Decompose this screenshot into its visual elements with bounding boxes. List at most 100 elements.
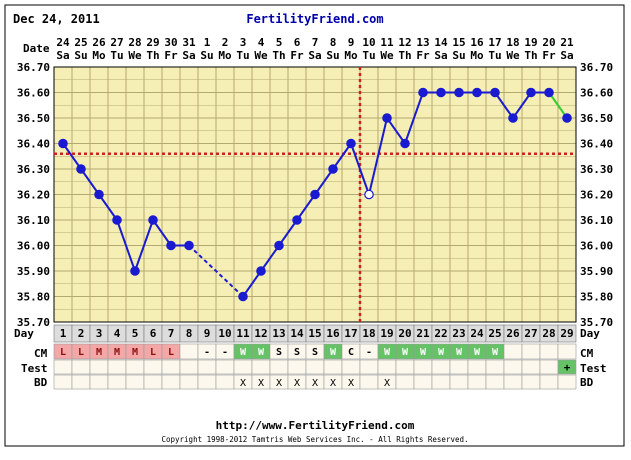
- plot-area: 24Sa25Su26Mo27Tu28We29Th30Fr31Sa1Su2Mo3T…: [17, 36, 613, 329]
- test-cell: [431, 359, 451, 375]
- temperature-segment: [98, 193, 118, 221]
- temperature-point: [238, 291, 248, 302]
- day-number: 29: [560, 327, 573, 340]
- date-label: 3: [240, 36, 247, 49]
- day-number: 23: [452, 327, 465, 340]
- weekday-label: Fr: [416, 49, 430, 62]
- test-cell: [269, 359, 289, 375]
- bd-value: X: [294, 378, 300, 389]
- bd-cell: [557, 374, 577, 390]
- day-number: 22: [434, 327, 447, 340]
- test-cell: [521, 359, 541, 375]
- test-value: +: [564, 361, 571, 374]
- day-number: 19: [380, 327, 393, 340]
- bd-cell: [503, 374, 523, 390]
- test-cell: [233, 359, 253, 375]
- day-cell: [557, 324, 577, 343]
- weekday-label: Tu: [110, 49, 123, 62]
- cm-value: L: [168, 347, 174, 358]
- cm-value: W: [474, 347, 481, 358]
- temperature-point: [400, 138, 410, 149]
- day-row-label-right: Day: [580, 327, 600, 340]
- cm-value: -: [204, 347, 210, 358]
- date-label: 29: [146, 36, 159, 49]
- test-cell: [197, 359, 217, 375]
- date-label: 5: [276, 36, 283, 49]
- y-tick-label-left: 36.70: [17, 61, 50, 74]
- weekday-label: Sa: [308, 49, 321, 62]
- temperature-segment: [80, 168, 100, 196]
- date-label: 14: [434, 36, 448, 49]
- date-label: 20: [542, 36, 555, 49]
- temperature-point: [346, 138, 356, 149]
- cm-value: -: [366, 347, 372, 358]
- y-tick-label-left: 36.40: [17, 138, 50, 151]
- test-cell: [539, 359, 559, 375]
- cm-cell: [539, 343, 559, 360]
- bd-cell: [89, 374, 109, 390]
- day-row-label-left: Day: [14, 327, 34, 340]
- date-label: 18: [506, 36, 519, 49]
- test-cell: [305, 359, 325, 375]
- bd-cell: [215, 374, 235, 390]
- cm-value: C: [348, 347, 354, 358]
- cm-cell: [179, 343, 199, 360]
- y-tick-label-left: 35.80: [17, 291, 50, 304]
- temperature-segment: [116, 219, 136, 272]
- temperature-point: [112, 215, 122, 225]
- weekday-label: Tu: [488, 49, 501, 62]
- cm-value: L: [78, 347, 84, 358]
- bd-row-label-right: BD: [580, 376, 594, 389]
- cm-value: M: [96, 347, 102, 358]
- test-cell: [161, 359, 181, 375]
- date-label: 10: [362, 36, 375, 49]
- temperature-segment: [494, 91, 514, 119]
- weekday-label: Fr: [164, 49, 178, 62]
- temperature-point: [382, 113, 392, 123]
- date-label: 28: [128, 36, 141, 49]
- day-number: 26: [506, 327, 520, 340]
- cm-value: W: [384, 347, 391, 358]
- temperature-segment: [314, 168, 334, 196]
- cm-value: L: [60, 347, 66, 358]
- day-number: 12: [254, 327, 267, 340]
- bd-cell: [485, 374, 505, 390]
- weekday-label: We: [506, 49, 520, 62]
- bd-value: X: [312, 378, 318, 389]
- cm-value: W: [330, 347, 337, 358]
- y-tick-label-left: 36.20: [17, 189, 50, 202]
- test-cell: [125, 359, 145, 375]
- temperature-point: [418, 87, 428, 98]
- weekday-label: Fr: [290, 49, 304, 62]
- test-cell: [449, 359, 469, 375]
- test-cell: [557, 359, 577, 375]
- bd-cell: [449, 374, 469, 390]
- test-cell: [107, 359, 127, 375]
- temperature-segment: [152, 219, 172, 247]
- date-label: 30: [164, 36, 177, 49]
- weekday-label: Sa: [56, 49, 69, 62]
- date-label: 17: [488, 36, 501, 49]
- bd-value: X: [384, 378, 390, 389]
- weekday-label: Mo: [92, 49, 106, 62]
- cm-cell: [557, 343, 577, 360]
- temperature-point: [544, 87, 554, 98]
- day-number: 24: [470, 327, 484, 340]
- cm-value: W: [402, 347, 409, 358]
- day-number: 3: [96, 327, 103, 340]
- y-tick-label-left: 36.50: [17, 112, 50, 125]
- y-tick-label-left: 36.00: [17, 240, 50, 253]
- test-cell: [251, 359, 271, 375]
- test-cell: [503, 359, 523, 375]
- date-label: 24: [56, 36, 70, 49]
- temperature-segment: [404, 92, 424, 144]
- bd-cell: [431, 374, 451, 390]
- date-label: 27: [110, 36, 123, 49]
- date-label: 6: [294, 36, 301, 49]
- temperature-point: [562, 113, 572, 123]
- y-tick-label-right: 36.60: [580, 87, 613, 100]
- date-label: 9: [348, 36, 355, 49]
- temperature-segment: [242, 270, 262, 298]
